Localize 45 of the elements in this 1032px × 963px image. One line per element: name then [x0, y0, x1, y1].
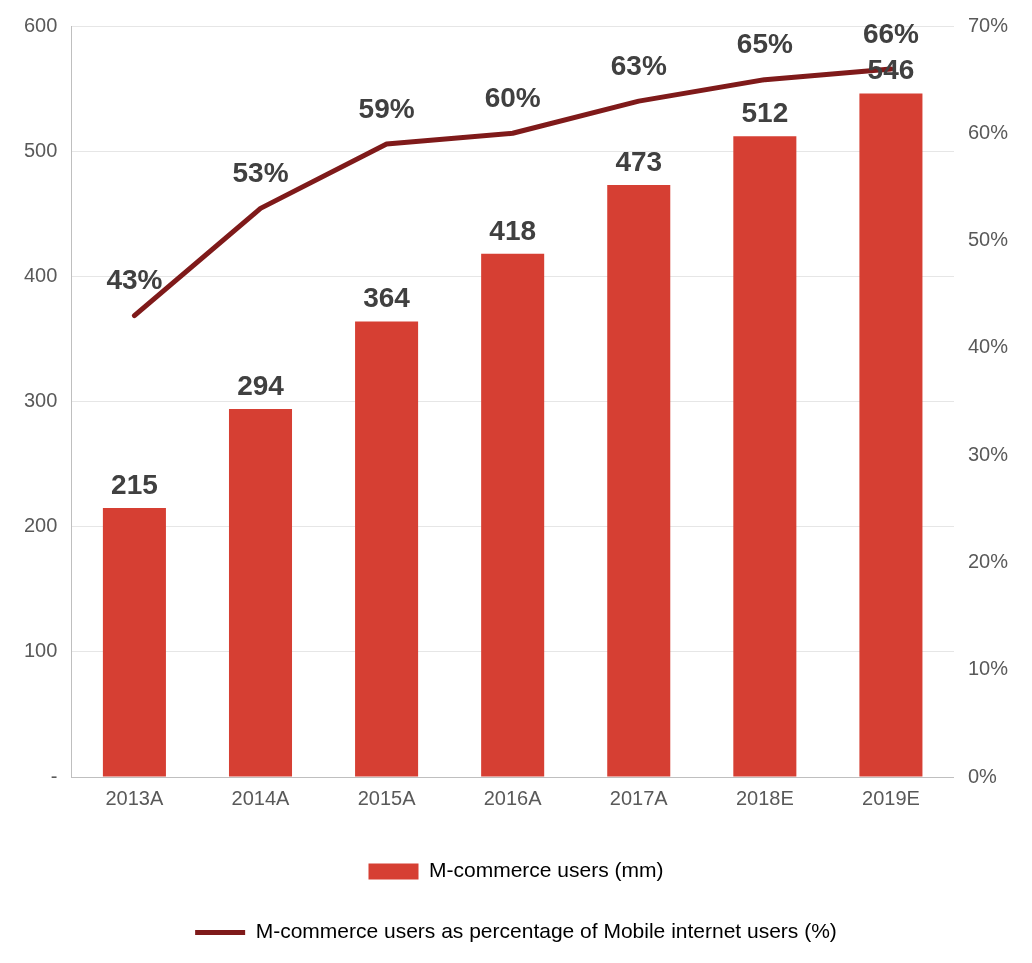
legend-label: M-commerce users as percentage of Mobile internet users (%): [255, 919, 837, 943]
y-tick-label: 400: [23, 263, 58, 286]
y-tick-label: 100: [23, 639, 58, 662]
y2-tick-label: 10%: [967, 657, 1009, 680]
x-tick-label: 2016A: [483, 786, 543, 809]
data-label: 59%: [358, 92, 415, 124]
y-tick-label: 500: [23, 138, 58, 161]
bar: [355, 321, 419, 777]
y-tick-label: 300: [23, 389, 58, 412]
data-label: 43%: [106, 264, 163, 296]
x-tick-label: 2017A: [609, 786, 669, 809]
data-label: 294: [237, 369, 285, 401]
y2-tick-label: 50%: [967, 228, 1009, 251]
data-label: 65%: [736, 28, 793, 60]
y2-tick-label: 60%: [967, 120, 1009, 143]
data-label: 60%: [484, 82, 541, 113]
y-tick-label: 600: [23, 13, 58, 36]
y-tick-label: -: [50, 764, 58, 787]
y-tick-label: 200: [23, 514, 58, 537]
x-tick-label: 2018E: [735, 786, 794, 809]
data-label: 215: [111, 468, 158, 500]
data-label: 364: [363, 282, 411, 314]
data-label: 546: [867, 54, 915, 86]
x-tick-label: 2014A: [231, 786, 291, 809]
x-tick-label: 2013A: [105, 786, 164, 809]
y2-tick-label: 70%: [967, 13, 1009, 36]
bar: [228, 409, 293, 777]
data-label: 63%: [610, 49, 667, 81]
data-label: 418: [489, 214, 537, 246]
data-label: 53%: [232, 157, 289, 189]
bar: [102, 507, 166, 777]
x-tick-label: 2019E: [862, 786, 920, 809]
legend-label: M-commerce users (mm): [429, 858, 664, 882]
data-label: 512: [741, 96, 789, 128]
y2-tick-label: 20%: [967, 549, 1009, 572]
bar: [733, 136, 797, 777]
bar: [607, 184, 671, 777]
bar: [481, 253, 545, 777]
x-tick-label: 2015A: [357, 786, 417, 809]
y2-tick-label: 40%: [967, 335, 1009, 358]
bar: [859, 93, 923, 777]
y2-tick-label: 0%: [967, 764, 998, 787]
data-label: 473: [615, 145, 663, 177]
data-label: 66%: [862, 17, 920, 49]
y2-tick-label: 30%: [967, 442, 1009, 465]
